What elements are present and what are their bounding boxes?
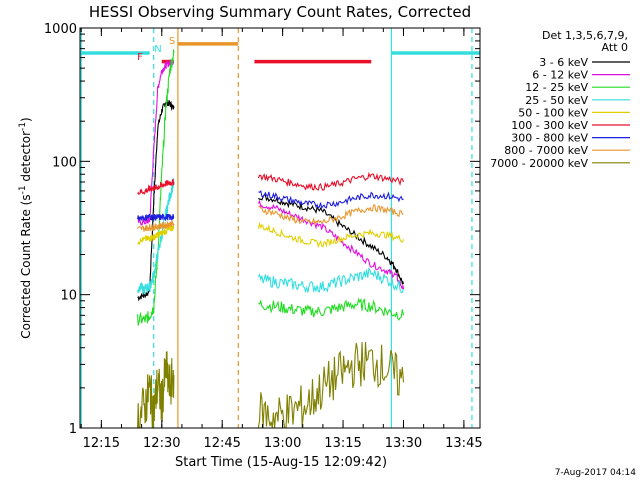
plot-frame <box>80 28 480 428</box>
x-tick-label: 13:30 <box>385 436 422 451</box>
chart-title: HESSI Observing Summary Count Rates, Cor… <box>89 3 471 21</box>
series-line-6-seg-2 <box>258 174 403 191</box>
y-tick-label: 1000 <box>44 22 77 37</box>
legend-label-9: 7000 - 20000 keV <box>490 157 588 170</box>
legend-label-5: 50 - 100 keV <box>518 106 588 119</box>
series-line-4-seg-2 <box>258 269 403 293</box>
axes: 12:15 12:30 12:45 13:00 13:15 13:30 13:45 1 10 10… <box>44 22 483 451</box>
legend-label-8: 800 - 7000 keV <box>504 144 588 157</box>
legend-label-6: 100 - 300 keV <box>511 119 588 132</box>
x-tick-label: 12:45 <box>203 436 240 451</box>
y-tick-label: 1 <box>69 422 77 437</box>
flag-label-s: S <box>169 36 175 47</box>
legend-header-line-2: Att 0 <box>602 41 628 54</box>
series-line-3-seg-2 <box>258 299 403 320</box>
legend-label-7: 300 - 800 keV <box>511 132 588 145</box>
x-tick-label: 12:15 <box>83 436 120 451</box>
x-tick-label: 13:45 <box>445 436 482 451</box>
x-axis-label: Start Time (15-Aug-15 12:09:42) <box>175 455 387 470</box>
series-line-2-seg-2 <box>258 201 403 289</box>
x-tick-label: 12:30 <box>143 436 180 451</box>
series-line-5-seg-2 <box>258 224 403 247</box>
legend-label-2: 6 - 12 keV <box>532 69 588 82</box>
series-line-7-seg-1 <box>138 214 174 221</box>
plot-area <box>80 28 480 428</box>
flag-labels: FNS <box>137 36 175 63</box>
series-line-9-seg-2 <box>258 342 403 428</box>
y-axis-label: Corrected Count Rate (s-1 detector-1) <box>18 117 33 338</box>
footer-stamp: 7-Aug-2017 04:14 <box>555 468 637 478</box>
legend-label-1: 3 - 6 keV <box>539 56 588 69</box>
y-tick-label: 10 <box>60 289 77 304</box>
x-tick-label: 13:15 <box>324 436 361 451</box>
series-line-6-seg-1 <box>138 179 174 194</box>
flag-label-f: F <box>137 52 143 63</box>
y-tick-label: 100 <box>52 155 77 170</box>
count-rate-chart: HESSI Observing Summary Count Rates, Cor… <box>0 0 640 480</box>
series-line-7-seg-2 <box>258 191 403 208</box>
x-tick-label: 13:00 <box>264 436 301 451</box>
legend-label-4: 25 - 50 keV <box>525 94 588 107</box>
legend-label-3: 12 - 25 keV <box>525 81 588 94</box>
series-line-9-seg-1 <box>138 351 174 428</box>
flag-label-n: N <box>154 44 161 55</box>
